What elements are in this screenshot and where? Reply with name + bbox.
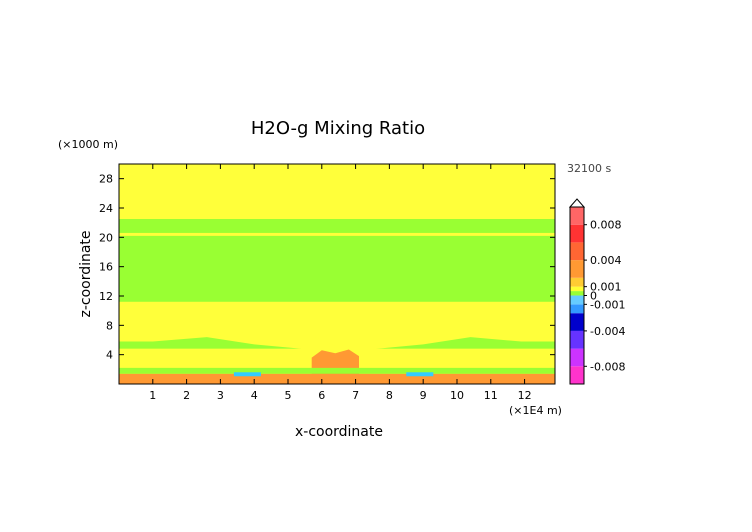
colorbar-segment xyxy=(570,277,584,287)
x-tick-label: 11 xyxy=(484,389,498,402)
y-tick-label: 16 xyxy=(99,261,113,274)
x-axis-label: x-coordinate xyxy=(295,424,383,440)
chart-title: H2O-g Mixing Ratio xyxy=(251,118,425,139)
field-arc xyxy=(119,301,555,348)
x-tick-label: 12 xyxy=(518,389,532,402)
field-thin-layer xyxy=(119,232,555,236)
colorbar-segment xyxy=(570,242,584,261)
x-tick-label: 1 xyxy=(149,389,156,402)
y-axis-label: z-coordinate xyxy=(78,230,94,317)
colorbar-segment xyxy=(570,295,584,305)
x-tick-label: 5 xyxy=(284,389,291,402)
colorbar-segment xyxy=(570,348,584,367)
y-tick-label: 12 xyxy=(99,290,113,303)
field-band-lower xyxy=(119,219,555,302)
field-neg-patch xyxy=(406,372,434,377)
x-tick-label: 7 xyxy=(352,389,359,402)
colorbar-segment xyxy=(570,366,584,384)
colorbar-label: -0.001 xyxy=(590,298,625,311)
x-tick-label: 4 xyxy=(251,389,258,402)
y-tick-label: 8 xyxy=(106,319,113,332)
colorbar-label: 0.001 xyxy=(590,281,622,294)
colorbar-segment xyxy=(570,330,584,349)
colorbar-label: -0.004 xyxy=(590,325,625,338)
heatmap-field xyxy=(119,164,555,384)
y-tick-label: 20 xyxy=(99,231,113,244)
x-tick-label: 6 xyxy=(318,389,325,402)
y-tick-label: 28 xyxy=(99,173,113,186)
field-band-mid xyxy=(119,337,555,349)
y-tick-label: 24 xyxy=(99,202,113,215)
field-neg-patch xyxy=(233,372,261,377)
colorbar-label: -0.008 xyxy=(590,360,625,373)
x-tick-label: 2 xyxy=(183,389,190,402)
plot-area xyxy=(118,163,556,385)
colorbar-segment xyxy=(570,304,584,314)
y-axis-unit: (×1000 m) xyxy=(58,138,118,151)
colorbar-segment xyxy=(570,224,584,243)
y-axis-ticks: 4 8 12 16 20 24 28 xyxy=(99,173,555,362)
time-label: 32100 s xyxy=(567,162,611,175)
x-tick-label: 10 xyxy=(450,389,464,402)
field-surface xyxy=(119,373,555,384)
x-axis-ticks: 1 2 3 4 5 6 7 8 9 10 11 12 xyxy=(149,164,532,402)
field-surface-top xyxy=(119,367,555,374)
colorbar-label: 0 xyxy=(590,290,597,303)
colorbar-segment xyxy=(570,291,584,296)
colorbar-segment xyxy=(570,260,584,278)
plot-frame xyxy=(118,163,556,385)
x-tick-label: 3 xyxy=(217,389,224,402)
colorbar-segment xyxy=(570,313,584,331)
colorbar-segment xyxy=(570,207,584,225)
colorbar-label: 0.008 xyxy=(590,219,622,232)
colorbar-segment xyxy=(570,286,584,292)
y-tick-label: 4 xyxy=(106,349,113,362)
x-axis-unit: (×1E4 m) xyxy=(509,404,562,417)
colorbar-arrow xyxy=(568,198,586,208)
x-tick-label: 8 xyxy=(386,389,393,402)
x-tick-label: 9 xyxy=(420,389,427,402)
colorbar-label: 0.004 xyxy=(590,254,622,267)
